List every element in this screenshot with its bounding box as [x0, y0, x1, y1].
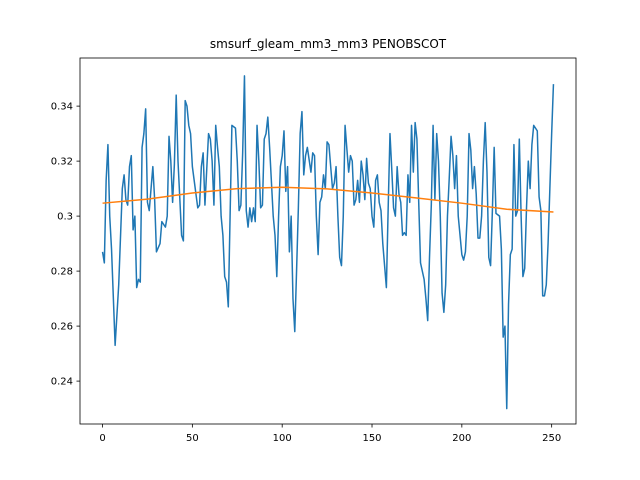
- x-tick-label: 50: [186, 433, 199, 444]
- x-tick-label: 100: [273, 433, 292, 444]
- x-tick-label: 0: [99, 433, 105, 444]
- y-tick-label: 0.34: [51, 102, 73, 113]
- y-tick-label: 0.24: [51, 377, 73, 388]
- y-tick-label: 0.26: [51, 322, 73, 333]
- chart-title: smsurf_gleam_mm3_mm3 PENOBSCOT: [210, 37, 447, 51]
- x-tick-label: 250: [542, 433, 561, 444]
- y-tick-label: 0.32: [51, 157, 73, 168]
- x-tick-label: 200: [452, 433, 471, 444]
- y-tick-label: 0.28: [51, 267, 73, 278]
- data-line: [101, 75, 555, 410]
- data-line: [102, 186, 554, 213]
- x-tick-label: 150: [362, 433, 381, 444]
- y-tick-label: 0.3: [57, 212, 73, 223]
- axes-frame: [79, 57, 577, 425]
